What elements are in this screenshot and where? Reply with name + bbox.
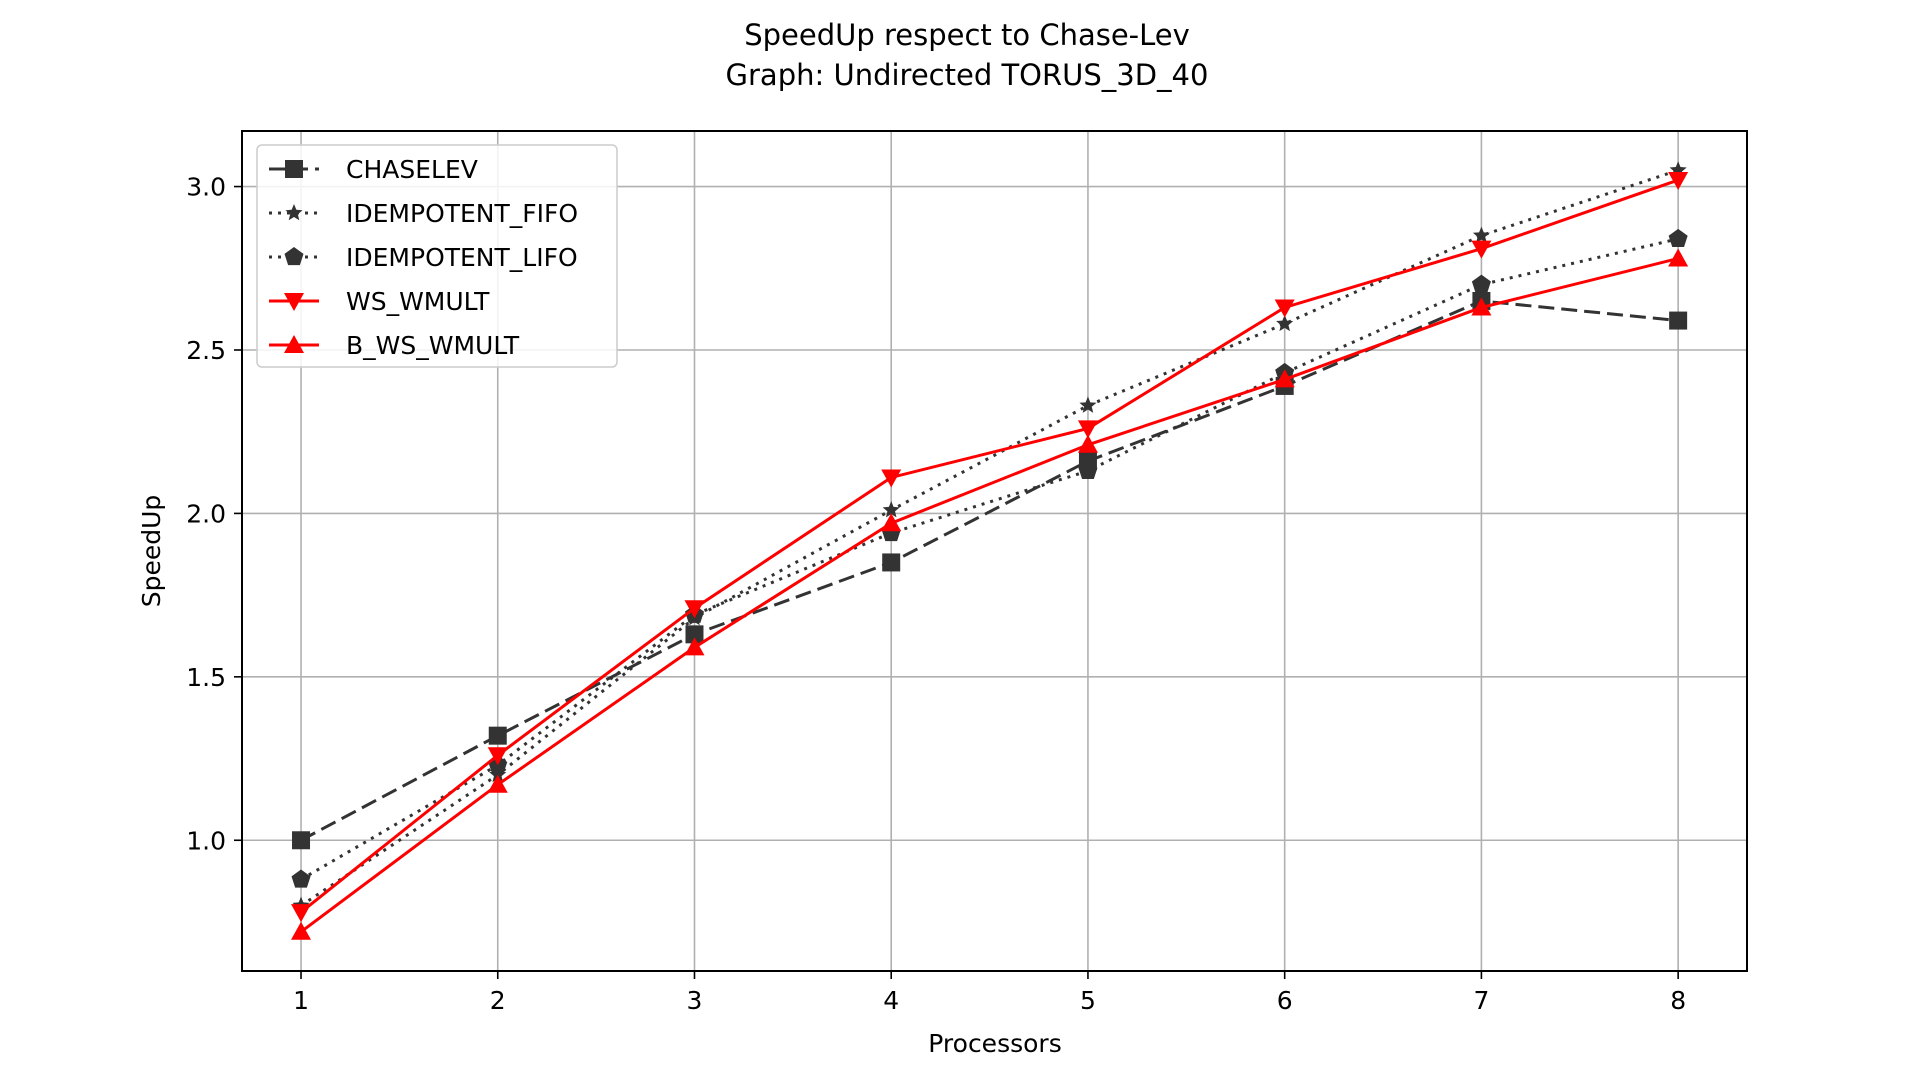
data-point	[685, 625, 704, 644]
data-point	[1471, 274, 1491, 293]
legend-entry-ws-wmult: WS_WMULT	[269, 287, 490, 316]
data-point	[1078, 460, 1098, 480]
chart-subtitle: Graph: Undirected TORUS_3D_40	[726, 58, 1209, 92]
legend-marker	[284, 293, 304, 311]
data-point	[1669, 311, 1688, 330]
legend-label: CHASELEV	[346, 155, 478, 184]
data-point	[882, 501, 900, 518]
data-point	[1668, 172, 1689, 191]
legend-marker	[285, 204, 303, 221]
x-tick-label: 8	[1670, 986, 1686, 1015]
legend-marker	[285, 160, 303, 178]
legend-label: WS_WMULT	[346, 287, 490, 316]
legend-entry-idempotent-lifo: IDEMPOTENT_LIFO	[269, 243, 578, 272]
series-b-ws-wmult	[291, 248, 1689, 940]
data-point	[881, 469, 902, 488]
data-point	[684, 637, 705, 656]
data-point	[1472, 226, 1490, 243]
data-point	[292, 831, 311, 850]
x-tick-label: 3	[687, 986, 703, 1015]
y-tick-label: 2.0	[186, 499, 226, 528]
data-point	[881, 513, 902, 532]
data-point	[1276, 314, 1294, 332]
data-point	[291, 921, 312, 940]
x-tick-label: 4	[883, 986, 899, 1015]
data-point	[487, 747, 508, 766]
x-tick-label: 1	[293, 986, 309, 1015]
series-line-b-ws-wmult	[300, 257, 1679, 933]
chart-title: SpeedUp respect to Chase-Lev	[744, 18, 1190, 52]
y-axis-ticks: 1.0 1.5 2.0 2.5 3.0	[186, 173, 242, 855]
data-point	[1274, 369, 1295, 388]
data-point	[1079, 396, 1097, 413]
data-point	[684, 600, 705, 619]
data-point	[1471, 297, 1492, 316]
legend-label: IDEMPOTENT_FIFO	[346, 199, 578, 228]
legend: CHASELEV IDEMPOTENT_FIFO IDEMPOTENT_LIFO WS…	[256, 144, 618, 368]
data-point	[1668, 248, 1689, 267]
y-tick-label: 1.5	[186, 663, 226, 692]
legend-label: B_WS_WMULT	[346, 331, 520, 360]
series-line-chaselev	[300, 299, 1679, 842]
data-point	[1274, 299, 1295, 318]
x-tick-label: 7	[1473, 986, 1489, 1015]
y-tick-label: 2.5	[186, 336, 226, 365]
legend-marker	[284, 335, 304, 353]
data-point	[487, 774, 508, 793]
data-point	[291, 904, 312, 923]
data-point	[1077, 434, 1098, 453]
series-ws-wmult	[291, 172, 1689, 923]
series-idempotent-lifo	[291, 228, 1688, 888]
x-tick-label: 2	[490, 986, 506, 1015]
x-tick-label: 5	[1080, 986, 1096, 1015]
data-point	[1077, 420, 1098, 439]
y-tick-label: 1.0	[186, 826, 226, 855]
series-layer	[291, 161, 1689, 940]
y-axis-label: SpeedUp	[137, 495, 166, 608]
legend-entry-b-ws-wmult: B_WS_WMULT	[269, 331, 520, 360]
legend-entry-chaselev: CHASELEV	[269, 155, 478, 184]
series-line-ws-wmult	[300, 178, 1679, 914]
y-tick-label: 3.0	[186, 173, 226, 202]
data-point	[1668, 228, 1688, 247]
x-axis-ticks: 1 2 3 4 5 6 7 8	[293, 971, 1686, 1015]
data-point	[489, 765, 507, 783]
x-tick-label: 6	[1277, 986, 1293, 1015]
data-point	[488, 726, 507, 745]
data-point	[882, 553, 901, 572]
data-point	[291, 869, 311, 888]
x-axis-label: Processors	[928, 1029, 1061, 1058]
legend-label: IDEMPOTENT_LIFO	[346, 243, 578, 272]
data-point	[1471, 240, 1492, 259]
grid	[242, 131, 1747, 971]
plot-frame	[241, 130, 1748, 972]
legend-marker	[284, 247, 304, 266]
legend-box	[256, 144, 618, 368]
legend-entry-idempotent-fifo: IDEMPOTENT_FIFO	[269, 199, 578, 228]
